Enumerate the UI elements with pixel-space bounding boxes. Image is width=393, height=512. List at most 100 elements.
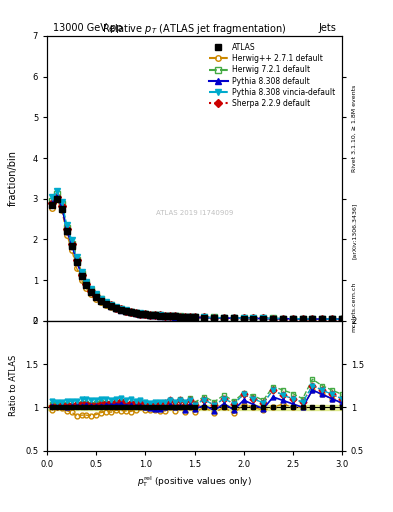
Pythia 8.308 default (173, 313, 177, 319)
Pythia 8.308 vincia-default (99, 295, 104, 302)
Text: ATLAS 2019 I1740909: ATLAS 2019 I1740909 (156, 209, 233, 216)
Pythia 8.308 default (60, 204, 64, 210)
Pythia 8.308 default (310, 316, 315, 322)
Herwig 7.2.1 default (79, 271, 84, 277)
Pythia 8.308 vincia-default (192, 314, 197, 320)
Herwig 7.2.1 default (60, 201, 64, 207)
Herwig 7.2.1 default (300, 315, 305, 322)
Sherpa 2.2.9 default (187, 314, 192, 320)
Pythia 8.308 default (89, 288, 94, 294)
Pythia 8.308 vincia-default (241, 315, 246, 321)
Pythia 8.308 vincia-default (143, 311, 148, 317)
Sherpa 2.2.9 default (330, 316, 334, 322)
Pythia 8.308 vincia-default (153, 312, 158, 318)
Sherpa 2.2.9 default (84, 281, 89, 287)
Pythia 8.308 default (182, 314, 187, 320)
Pythia 8.308 vincia-default (94, 291, 99, 297)
Sherpa 2.2.9 default (281, 315, 285, 322)
Herwig 7.2.1 default (119, 306, 123, 312)
Pythia 8.308 default (281, 316, 285, 322)
Pythia 8.308 vincia-default (163, 313, 167, 319)
Herwig++ 2.7.1 default (138, 311, 143, 317)
Herwig++ 2.7.1 default (192, 314, 197, 321)
Herwig++ 2.7.1 default (55, 196, 59, 202)
Pythia 8.308 default (300, 316, 305, 322)
Herwig 7.2.1 default (202, 314, 207, 321)
Herwig 7.2.1 default (55, 191, 59, 197)
Pythia 8.308 default (153, 312, 158, 318)
Pythia 8.308 vincia-default (60, 199, 64, 205)
Pythia 8.308 default (84, 281, 89, 287)
Pythia 8.308 vincia-default (119, 306, 123, 312)
Pythia 8.308 vincia-default (310, 316, 315, 322)
Herwig++ 2.7.1 default (290, 316, 295, 322)
Sherpa 2.2.9 default (261, 315, 266, 322)
Pythia 8.308 vincia-default (330, 316, 334, 322)
Herwig++ 2.7.1 default (271, 315, 275, 322)
Pythia 8.308 vincia-default (202, 314, 207, 321)
Pythia 8.308 vincia-default (187, 314, 192, 320)
Sherpa 2.2.9 default (163, 313, 167, 319)
Herwig++ 2.7.1 default (231, 315, 236, 322)
Line: Pythia 8.308 vincia-default: Pythia 8.308 vincia-default (49, 188, 345, 322)
Sherpa 2.2.9 default (64, 226, 69, 232)
Herwig++ 2.7.1 default (108, 304, 114, 310)
Sherpa 2.2.9 default (89, 288, 94, 294)
Pythia 8.308 vincia-default (271, 315, 275, 322)
Herwig 7.2.1 default (192, 314, 197, 320)
Sherpa 2.2.9 default (271, 315, 275, 322)
Sherpa 2.2.9 default (310, 316, 315, 322)
Herwig++ 2.7.1 default (212, 315, 217, 321)
Sherpa 2.2.9 default (114, 305, 118, 311)
Sherpa 2.2.9 default (158, 312, 163, 318)
Sherpa 2.2.9 default (99, 297, 104, 303)
Pythia 8.308 vincia-default (212, 314, 217, 321)
Pythia 8.308 default (202, 314, 207, 321)
Herwig++ 2.7.1 default (158, 313, 163, 319)
Line: Pythia 8.308 default: Pythia 8.308 default (49, 194, 345, 322)
Herwig 7.2.1 default (123, 308, 128, 314)
Pythia 8.308 default (168, 313, 173, 319)
Sherpa 2.2.9 default (202, 314, 207, 321)
Legend: ATLAS, Herwig++ 2.7.1 default, Herwig 7.2.1 default, Pythia 8.308 default, Pythi: ATLAS, Herwig++ 2.7.1 default, Herwig 7.… (206, 39, 338, 111)
Sherpa 2.2.9 default (133, 310, 138, 316)
Pythia 8.308 default (340, 316, 344, 323)
Herwig++ 2.7.1 default (94, 295, 99, 302)
Pythia 8.308 default (187, 314, 192, 320)
Pythia 8.308 vincia-default (55, 188, 59, 195)
Herwig 7.2.1 default (290, 315, 295, 322)
Pythia 8.308 default (241, 315, 246, 322)
Pythia 8.308 vincia-default (300, 316, 305, 322)
Herwig++ 2.7.1 default (281, 316, 285, 322)
Herwig 7.2.1 default (108, 303, 114, 309)
Herwig 7.2.1 default (74, 257, 79, 263)
Sherpa 2.2.9 default (153, 312, 158, 318)
Pythia 8.308 default (108, 303, 114, 309)
Herwig 7.2.1 default (187, 314, 192, 320)
Herwig++ 2.7.1 default (123, 309, 128, 315)
Sherpa 2.2.9 default (123, 308, 128, 314)
Herwig 7.2.1 default (99, 296, 104, 303)
Sherpa 2.2.9 default (340, 316, 344, 322)
Pythia 8.308 default (79, 272, 84, 279)
Line: Herwig 7.2.1 default: Herwig 7.2.1 default (49, 191, 345, 322)
X-axis label: $p_{\mathrm{T}}^{\mathrm{rel}}$ (positive values only): $p_{\mathrm{T}}^{\mathrm{rel}}$ (positiv… (137, 474, 252, 489)
Herwig 7.2.1 default (94, 292, 99, 298)
Pythia 8.308 default (143, 311, 148, 317)
Sherpa 2.2.9 default (241, 315, 246, 321)
Pythia 8.308 vincia-default (173, 313, 177, 319)
Pythia 8.308 default (222, 315, 226, 321)
Pythia 8.308 vincia-default (251, 315, 256, 322)
Sherpa 2.2.9 default (222, 315, 226, 321)
Pythia 8.308 default (94, 293, 99, 299)
Pythia 8.308 default (290, 316, 295, 322)
Herwig 7.2.1 default (173, 313, 177, 319)
Herwig 7.2.1 default (261, 315, 266, 322)
Sherpa 2.2.9 default (94, 293, 99, 299)
Pythia 8.308 default (163, 313, 167, 319)
Sherpa 2.2.9 default (212, 314, 217, 321)
Pythia 8.308 vincia-default (69, 237, 74, 243)
Herwig++ 2.7.1 default (168, 313, 173, 319)
Herwig 7.2.1 default (231, 315, 236, 321)
Text: Jets: Jets (318, 23, 336, 33)
